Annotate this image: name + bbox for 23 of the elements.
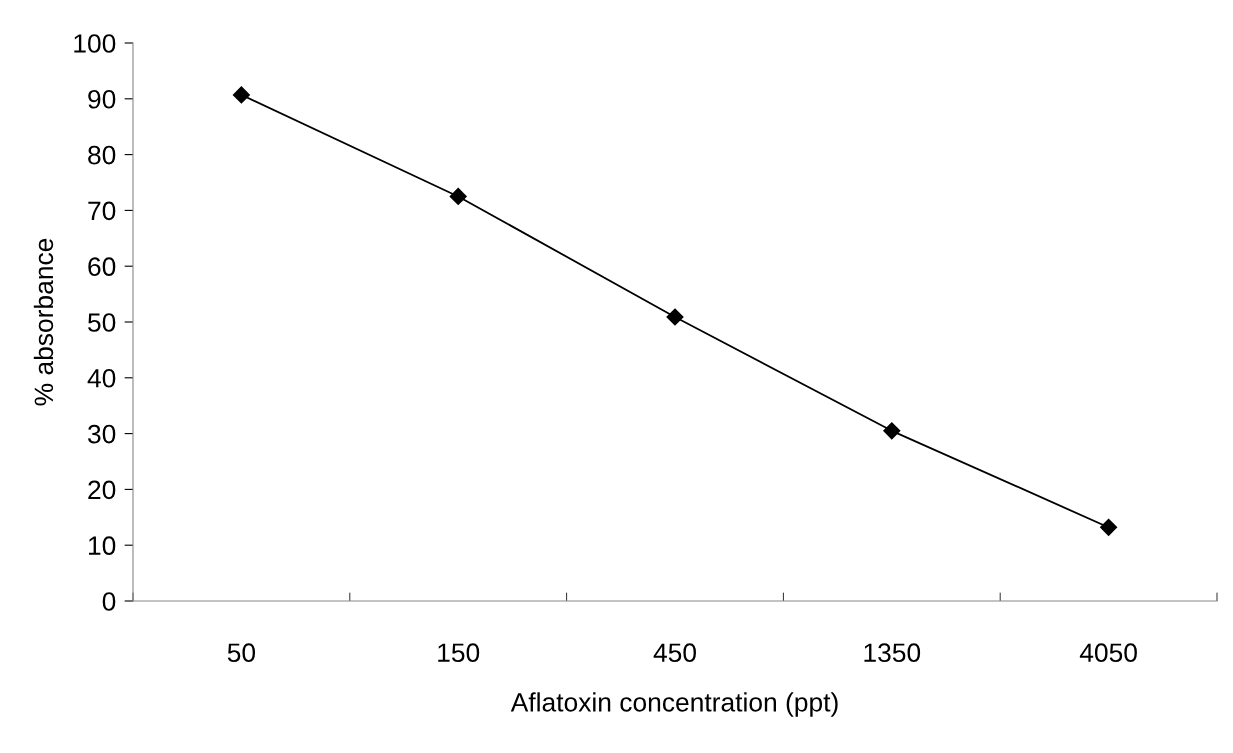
point xyxy=(883,422,901,440)
y-tick-label: 0 xyxy=(102,592,116,611)
x-axis-title: Aflatoxin concentration (ppt) xyxy=(510,692,838,717)
point xyxy=(232,86,250,104)
y-tick-label: 90 xyxy=(88,89,116,109)
y-tick-label: 100 xyxy=(74,34,116,53)
x-tick-label: 4050 xyxy=(1079,643,1137,663)
y-tick-label: 50 xyxy=(88,313,116,332)
y-tick-label: 80 xyxy=(88,145,116,165)
x-tick-label: 450 xyxy=(653,643,696,663)
point xyxy=(449,187,467,206)
point xyxy=(666,308,684,326)
x-tick-label: 150 xyxy=(438,643,480,663)
y-axis-title: % absorbance xyxy=(33,238,54,406)
y-tick-label: 70 xyxy=(88,201,116,221)
y-tick-label: 60 xyxy=(88,257,116,277)
y-tick-label: 20 xyxy=(88,480,116,500)
y-tick-label: 10 xyxy=(89,536,116,556)
point xyxy=(1100,518,1118,536)
y-tick-label: 40 xyxy=(87,368,116,388)
x-tick-label: 50 xyxy=(227,643,256,663)
y-tick-label: 30 xyxy=(87,424,116,444)
x-tick-label: 1350 xyxy=(864,643,921,663)
